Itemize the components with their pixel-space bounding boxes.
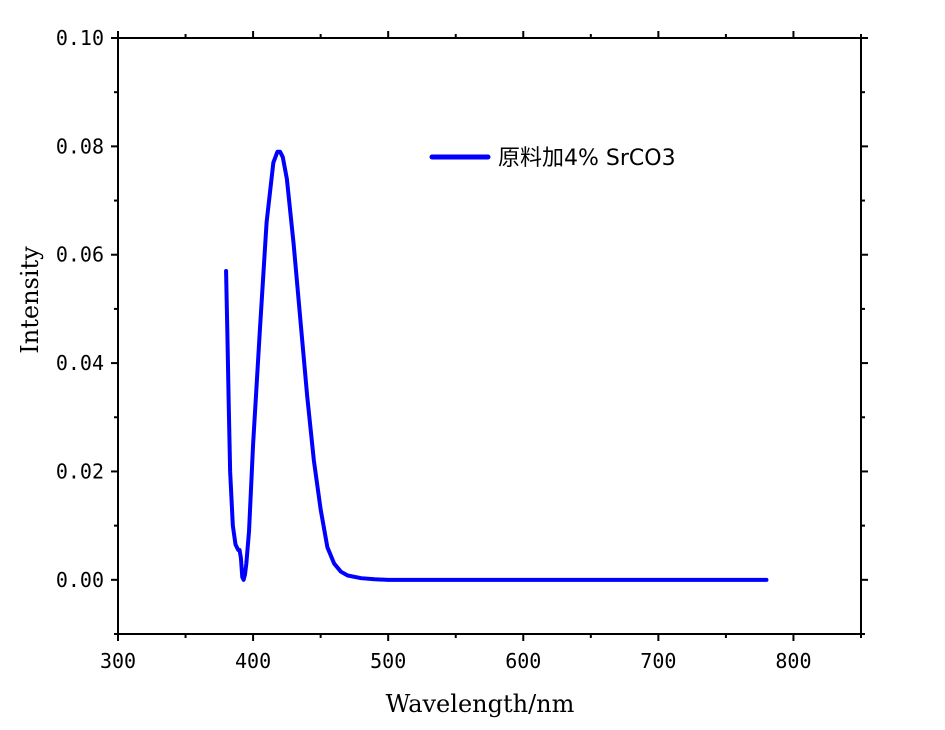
y-tick-label: 0.10: [56, 26, 104, 50]
x-axis-ticks: 300 400 500 600 700 800: [100, 31, 862, 673]
x-tick-label: 500: [370, 649, 406, 673]
x-axis-title: Wavelength/nm: [386, 690, 575, 718]
y-axis-title: Intensity: [16, 246, 44, 354]
legend-label: 原料加4% SrCO3: [498, 146, 676, 171]
y-tick-label: 0.06: [56, 243, 104, 267]
x-tick-label: 300: [100, 649, 136, 673]
y-tick-label: 0.04: [56, 351, 104, 375]
x-tick-label: 400: [235, 649, 271, 673]
series-line: [224, 149, 769, 582]
y-axis-ticks: 0.00 0.02 0.04 0.06 0.08 0.10: [56, 26, 868, 635]
x-tick-label: 600: [505, 649, 541, 673]
y-tick-label: 0.08: [56, 134, 104, 158]
y-tick-label: 0.02: [56, 459, 104, 483]
x-tick-label: 700: [640, 649, 676, 673]
y-tick-label: 0.00: [56, 568, 104, 592]
x-tick-label: 800: [775, 649, 811, 673]
plot-frame: [117, 37, 862, 635]
